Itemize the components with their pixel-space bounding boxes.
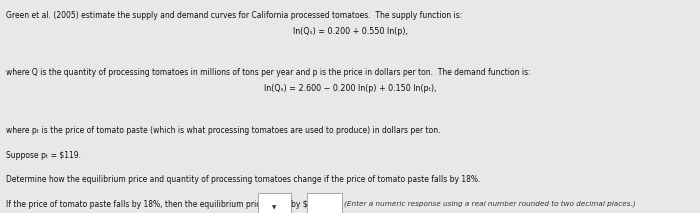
Text: Suppose pₜ = $119.: Suppose pₜ = $119. [6, 151, 80, 160]
Text: (Enter a numeric response using a real number rounded to two decimal places.): (Enter a numeric response using a real n… [344, 200, 636, 207]
Text: where Q is the quantity of processing tomatoes in millions of tons per year and : where Q is the quantity of processing to… [6, 68, 530, 77]
FancyBboxPatch shape [258, 193, 291, 213]
Text: Green et al. (2005) estimate the supply and demand curves for California process: Green et al. (2005) estimate the supply … [6, 11, 462, 20]
Text: by $: by $ [291, 200, 308, 209]
Text: ▼: ▼ [272, 205, 276, 210]
Text: where pₜ is the price of tomato paste (which is what processing tomatoes are use: where pₜ is the price of tomato paste (w… [6, 126, 440, 135]
Text: Determine how the equilibrium price and quantity of processing tomatoes change i: Determine how the equilibrium price and … [6, 175, 480, 184]
Text: ln(Qₛ) = 2.600 − 0.200 ln(p) + 0.150 ln(pₜ),: ln(Qₛ) = 2.600 − 0.200 ln(p) + 0.150 ln(… [264, 84, 436, 93]
Text: ln(Qₛ) = 0.200 + 0.550 ln(p),: ln(Qₛ) = 0.200 + 0.550 ln(p), [293, 27, 407, 36]
FancyBboxPatch shape [307, 193, 342, 213]
Text: If the price of tomato paste falls by 18%, then the equilibrium price will: If the price of tomato paste falls by 18… [6, 200, 280, 209]
